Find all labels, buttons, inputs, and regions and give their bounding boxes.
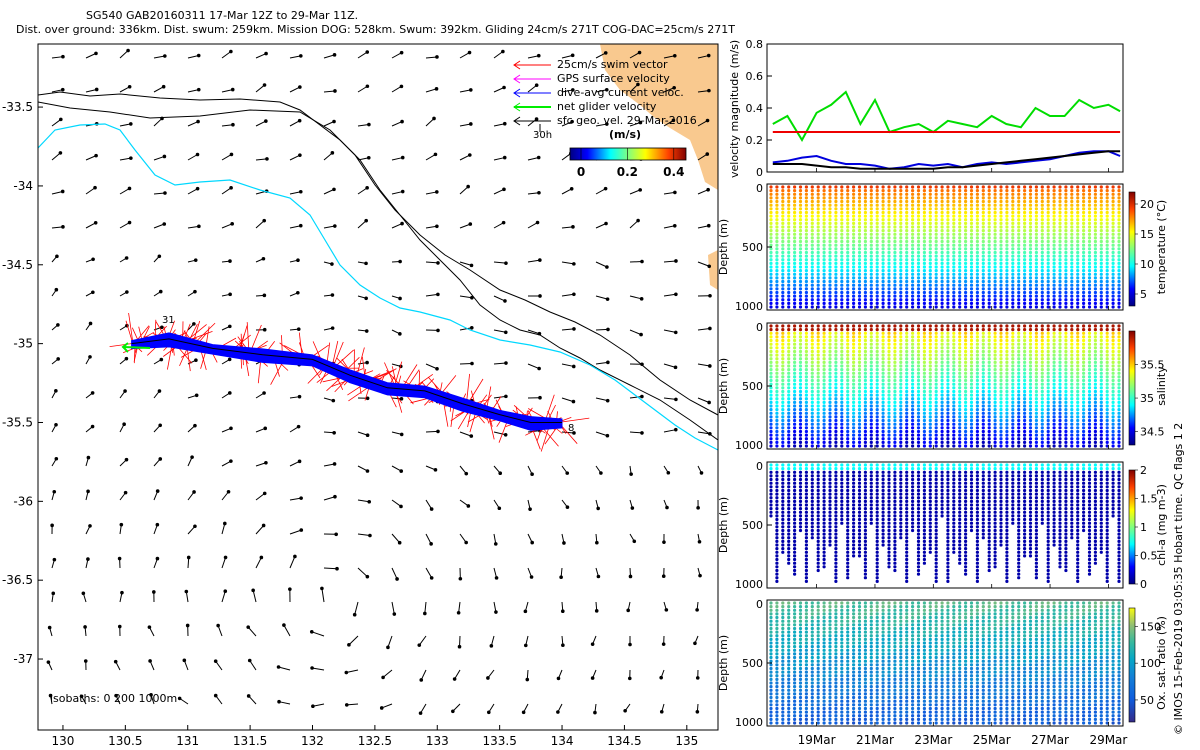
lon-tick-label: 134 [551,734,574,748]
legend-label: dive-avg current veloc. [557,86,684,99]
time-scale-label: 30h [533,130,552,141]
lon-tick-label: 131.5 [233,734,267,748]
lat-tick-label: -35 [13,337,33,351]
legend-label: sfc geo. vel. 29-Mar-2016 [557,114,697,127]
lat-tick-label: -36.5 [2,573,33,587]
lat-tick-label: -33.5 [2,100,33,114]
lon-tick-label: 131 [176,734,199,748]
legend-label: net glider velocity [557,100,657,113]
legend-label: GPS surface velocity [557,72,670,85]
legend-label: 25cm/s swim vector [557,58,668,71]
lat-tick-label: -34.5 [2,258,33,272]
lon-tick-label: 132.5 [358,734,392,748]
lon-tick-label: 133 [426,734,449,748]
colorbar-tick-label: 0.4 [663,165,684,179]
lon-tick-label: 133.5 [482,734,516,748]
isobaths-label: isobaths: 0 200 1000m [50,692,177,705]
colorbar-tick-label: 0 [577,165,585,179]
lon-tick-label: 130.5 [108,734,142,748]
colorbar-tick-label: 0.2 [617,165,638,179]
lat-tick-label: -35.5 [2,415,33,429]
lat-tick-label: -34 [13,179,33,193]
latitude-axis: -33.5 -34 -34.5 -35 -35.5 -36 -36.5 -37 [2,100,43,666]
speed-colorbar [569,147,687,161]
lon-tick-label: 130 [52,734,75,748]
lat-tick-label: -36 [13,494,33,508]
lon-tick-label: 132 [301,734,324,748]
track-start-label: 31 [162,315,175,326]
track-end-label: 8 [568,423,574,434]
lon-tick-label: 135 [675,734,698,748]
lon-tick-label: 134.5 [607,734,641,748]
colorbar-unit: (m/s) [609,128,641,141]
lat-tick-label: -37 [13,652,33,666]
